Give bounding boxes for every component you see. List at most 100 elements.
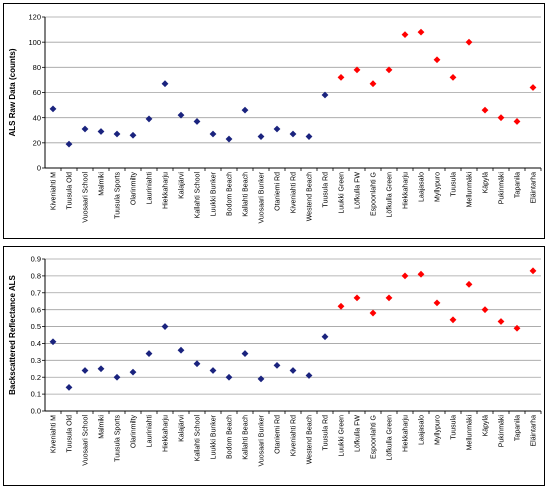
y-tick-label: 0.2 (31, 373, 41, 382)
raw-data-chart-panel: 0 20 40 60 80 100 120 Kiveniahti M Tuusula Old Vu… (3, 3, 545, 239)
y-tick-label: 0.3 (31, 356, 41, 365)
data-point-blue (241, 350, 249, 357)
data-point-blue (305, 372, 313, 379)
data-point-red (497, 318, 505, 325)
data-point-blue (209, 367, 217, 374)
data-point-blue (177, 346, 185, 354)
y-tick-label: 0.5 (31, 322, 41, 331)
y-tick-label: 0.7 (31, 288, 41, 297)
x-tick-label: Luukki Bunker (211, 171, 218, 216)
x-tick-label: Tuusula Rd (323, 415, 330, 451)
data-point-blue (305, 133, 313, 140)
x-tick-label: Vuosaari Bunker (259, 414, 266, 466)
x-tick-label: Tapanila (515, 172, 522, 198)
data-point-blue (193, 360, 201, 368)
raw-data-chart: 0 20 40 60 80 100 120 Kiveniahti M Tuusula Old Vu… (8, 13, 542, 224)
y-tick-label: 0.8 (31, 271, 41, 280)
data-point-red (481, 106, 489, 114)
data-point-blue (273, 362, 281, 369)
x-tick-label: Käpylä (483, 415, 490, 437)
data-point-red (433, 299, 441, 307)
data-point-red (337, 302, 345, 310)
y-axis-title: Backscattered Reflectance ALS (8, 274, 17, 394)
data-point-red (529, 84, 537, 91)
x-tick-label: Löfkulla FW (355, 415, 362, 452)
data-point-red (385, 66, 393, 74)
x-tick-label: Olarinmilty (131, 172, 138, 206)
x-tick-label: Tuusula (451, 172, 458, 197)
x-tick-label: Otaniemi Rd (275, 415, 282, 454)
data-point-blue (161, 323, 169, 330)
x-tick-label: Löfkulla FW (355, 172, 362, 209)
x-tick-label: Tuusula Sports (115, 415, 122, 462)
x-tick-label: Bodom Beach (227, 172, 234, 216)
data-point-red (417, 270, 425, 278)
x-tick-label: Hiekkaharju (163, 415, 170, 452)
x-tick-label: Löfkulla Green (387, 172, 394, 218)
x-tick-label: Vuosaari School (83, 415, 90, 466)
data-point-red (433, 56, 441, 64)
data-point-red (481, 306, 489, 314)
x-tick-label: Luukki Green (339, 172, 346, 214)
data-point-blue (49, 105, 57, 113)
x-tick-label: Tapanila (515, 415, 522, 441)
x-tick-label: Lauriniahti (147, 172, 154, 205)
y-tick-label: 0.9 (31, 255, 41, 264)
data-point-blue (65, 140, 73, 148)
x-tick-label: Westend Beach (307, 172, 314, 221)
x-tick-label: Bodom Beach (227, 415, 234, 459)
y-tick-label: 100 (28, 38, 41, 47)
y-tick-label: 20 (33, 138, 41, 147)
data-point-red (449, 316, 457, 324)
x-tick-label: Kallahti School (195, 172, 202, 219)
data-point-red (449, 74, 457, 81)
data-point-blue (81, 125, 89, 133)
data-point-red (513, 118, 521, 125)
x-tick-label: Laajasalo (419, 415, 426, 445)
x-tick-label: Vuosaari Bunker (259, 171, 266, 223)
data-point-blue (65, 383, 73, 391)
x-tick-label: Kalajärvi (179, 172, 186, 199)
x-tick-label: Kallahti Beach (243, 415, 250, 460)
data-point-blue (273, 125, 281, 133)
x-tick-label: Luukki Green (339, 415, 346, 457)
y-tick-label: 0.4 (31, 339, 41, 348)
data-point-blue (97, 365, 105, 373)
x-tick-label: Pukinmäki (499, 172, 506, 205)
data-point-red (369, 309, 377, 317)
data-point-blue (321, 333, 329, 341)
data-point-blue (145, 350, 153, 357)
x-tick-label: Olarinmilty (131, 415, 138, 449)
data-point-blue (225, 135, 233, 143)
y-tick-label: 40 (33, 113, 41, 122)
data-point-red (353, 294, 361, 302)
x-tick-label: Hiekkaharju (403, 415, 410, 452)
y-tick-label: 0 (37, 164, 41, 173)
x-tick-label: Malmiki (99, 172, 106, 196)
x-tick-label: Luukki Bunker (211, 414, 218, 459)
x-tick-label: Westend Beach (307, 415, 314, 464)
x-tick-label: Vuosaari School (83, 172, 90, 223)
data-point-red (401, 31, 409, 39)
data-point-red (385, 294, 393, 302)
x-tick-label: Malmiki (99, 415, 106, 439)
y-tick-label: 0.0 (31, 407, 41, 416)
x-tick-label: Tuusula Rd (323, 172, 330, 208)
x-tick-label: Tuusula Old (67, 172, 74, 210)
y-tick-label: 120 (28, 13, 41, 22)
x-tick-label: Espoonlahti G (371, 172, 378, 216)
data-point-blue (241, 106, 249, 114)
data-point-red (337, 74, 345, 81)
x-tick-label: Kallahti School (195, 415, 202, 462)
y-axis-title: ALS Raw Data (counts) (8, 48, 17, 136)
data-point-red (401, 272, 409, 280)
y-tick-label: 0.1 (31, 390, 41, 399)
x-tick-label: Tuusula Old (67, 415, 74, 453)
x-tick-label: Otaniemi Rd (275, 172, 282, 211)
data-point-red (529, 267, 537, 275)
data-point-blue (49, 338, 57, 346)
data-point-blue (289, 367, 297, 374)
x-tick-label: Kiveniahti M (51, 172, 58, 210)
x-tick-label: Eläintarha (531, 415, 538, 447)
data-point-blue (97, 128, 105, 135)
